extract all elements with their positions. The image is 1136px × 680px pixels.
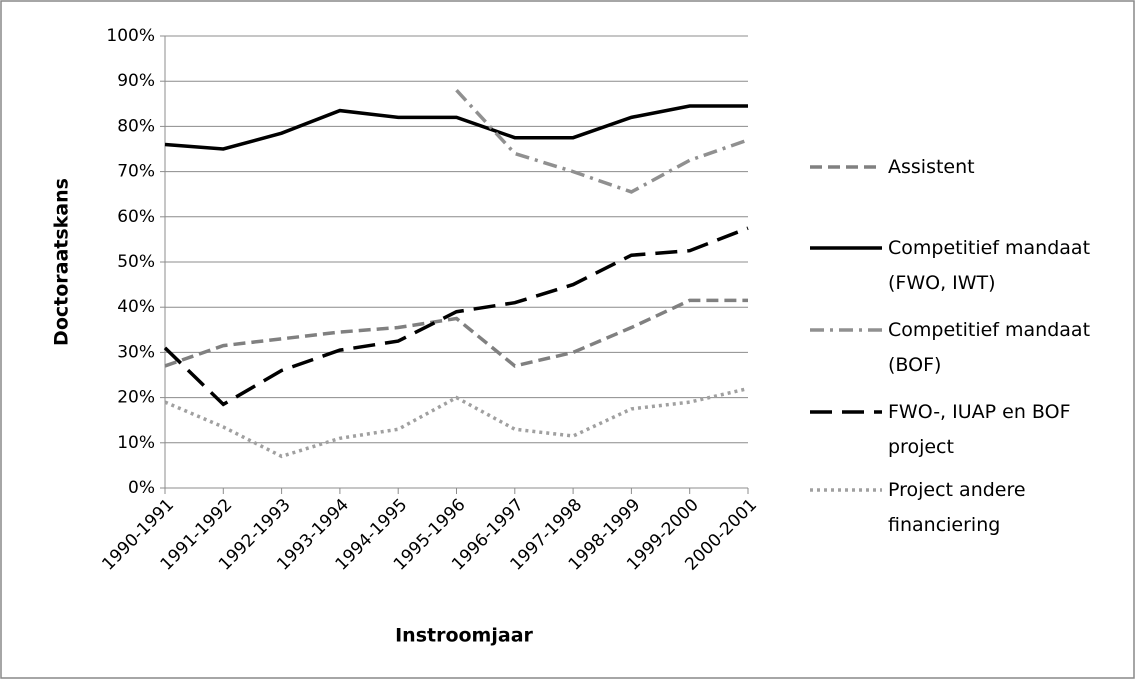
legend-label: Project andere financiering	[888, 479, 1026, 536]
y-tick-label: 50%	[117, 252, 155, 272]
legend-label: Competitief mandaat (BOF)	[888, 319, 1091, 376]
y-tick-label: 10%	[117, 433, 155, 453]
y-tick-label: 20%	[117, 388, 155, 408]
series-line	[164, 104, 748, 151]
legend-label: Competitief mandaat (FWO, IWT)	[888, 237, 1091, 294]
y-tick-label: 0%	[128, 478, 155, 498]
legend-label: Assistent	[888, 156, 975, 178]
y-tick-label: 100%	[106, 26, 155, 46]
y-tick-label: 30%	[117, 342, 155, 362]
y-tick-label: 70%	[117, 162, 155, 182]
y-axis-title: Doctoraatskans	[51, 178, 73, 346]
y-tick-label: 80%	[117, 116, 155, 136]
series-line	[164, 298, 748, 368]
y-tick-label: 60%	[117, 207, 155, 227]
series-line	[163, 226, 749, 407]
series-line	[164, 386, 749, 459]
x-axis-title: Instroomjaar	[395, 625, 533, 647]
series-line	[455, 89, 749, 194]
y-tick-label: 90%	[117, 71, 155, 91]
legend-label: FWO-, IUAP en BOF project	[888, 401, 1071, 458]
y-tick-label: 40%	[117, 297, 155, 317]
